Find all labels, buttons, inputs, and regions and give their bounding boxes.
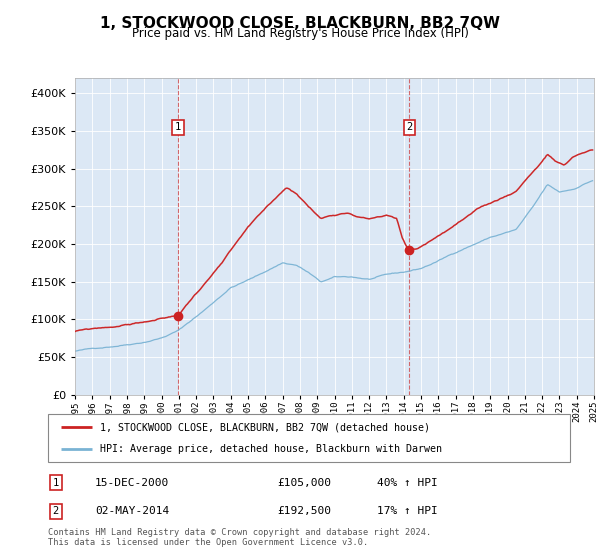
Text: 1: 1 bbox=[53, 478, 59, 488]
FancyBboxPatch shape bbox=[48, 414, 570, 462]
Text: 17% ↑ HPI: 17% ↑ HPI bbox=[377, 506, 437, 516]
Text: 40% ↑ HPI: 40% ↑ HPI bbox=[377, 478, 437, 488]
Text: 1: 1 bbox=[175, 123, 181, 132]
Text: 02-MAY-2014: 02-MAY-2014 bbox=[95, 506, 169, 516]
Text: HPI: Average price, detached house, Blackburn with Darwen: HPI: Average price, detached house, Blac… bbox=[100, 444, 442, 454]
Text: 2: 2 bbox=[406, 123, 413, 132]
Text: Price paid vs. HM Land Registry's House Price Index (HPI): Price paid vs. HM Land Registry's House … bbox=[131, 27, 469, 40]
Text: £192,500: £192,500 bbox=[278, 506, 332, 516]
Text: 1, STOCKWOOD CLOSE, BLACKBURN, BB2 7QW (detached house): 1, STOCKWOOD CLOSE, BLACKBURN, BB2 7QW (… bbox=[100, 422, 430, 432]
Text: 15-DEC-2000: 15-DEC-2000 bbox=[95, 478, 169, 488]
Text: 1, STOCKWOOD CLOSE, BLACKBURN, BB2 7QW: 1, STOCKWOOD CLOSE, BLACKBURN, BB2 7QW bbox=[100, 16, 500, 31]
Text: 2: 2 bbox=[53, 506, 59, 516]
Text: Contains HM Land Registry data © Crown copyright and database right 2024.
This d: Contains HM Land Registry data © Crown c… bbox=[48, 528, 431, 547]
Text: £105,000: £105,000 bbox=[278, 478, 332, 488]
